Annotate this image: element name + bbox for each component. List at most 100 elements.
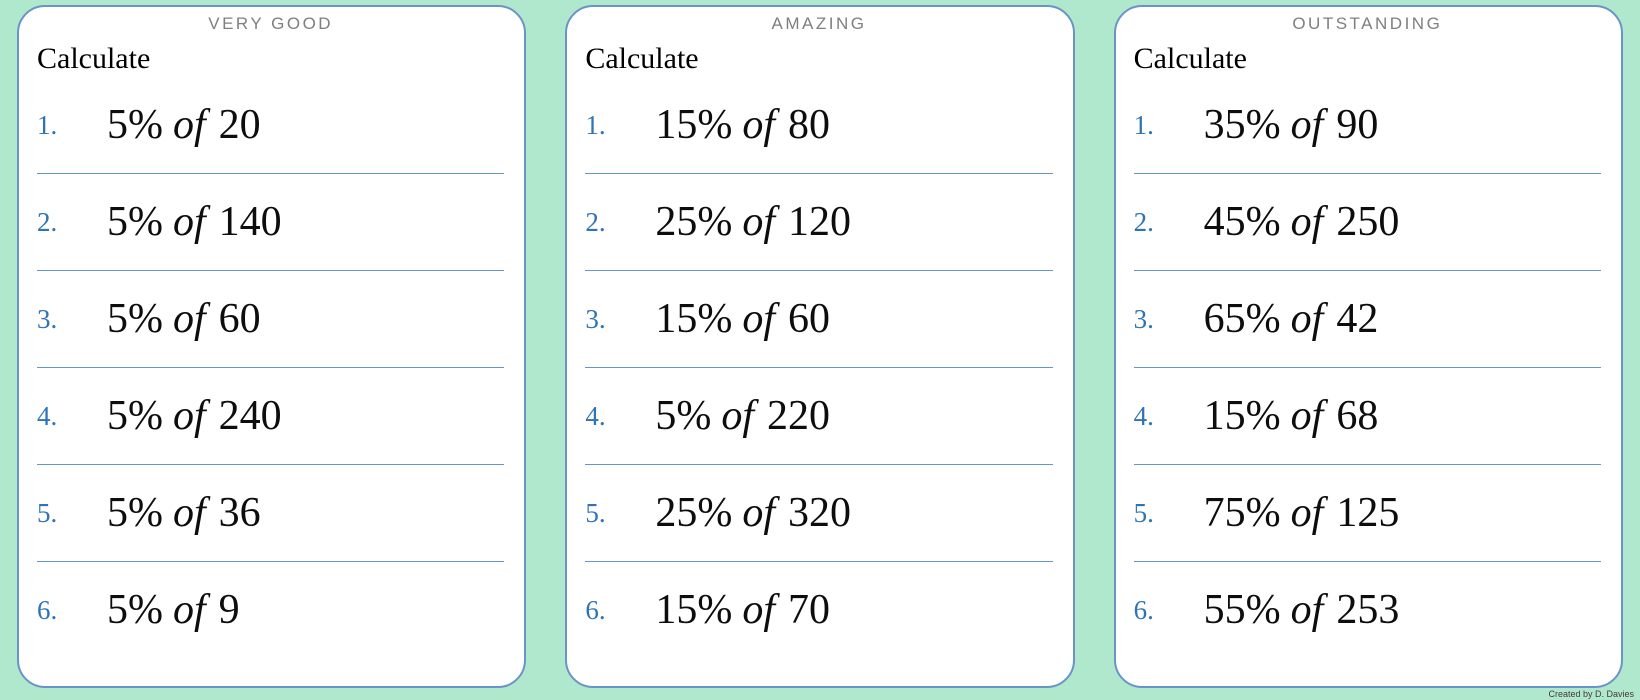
operand-value: 80: [788, 102, 830, 148]
problem-number: 5.: [1133, 497, 1154, 528]
of-word: of: [742, 296, 775, 342]
card-very-good: VERY GOOD Calculate 1. 5% of 20 2. 5% of 140…: [17, 5, 527, 688]
card-title: AMAZING: [771, 14, 867, 33]
percent-value: 35%: [1203, 102, 1281, 148]
operand-value: 70: [788, 587, 830, 633]
percent-value: 25%: [655, 199, 733, 245]
problem-expression: 5% of 36: [107, 489, 261, 537]
problem-row: 4. 5% of 240: [37, 368, 505, 465]
credit-text: Created by D. Davies: [1548, 689, 1634, 699]
problem-expression: 15% of 60: [655, 295, 830, 343]
operand-value: 36: [218, 490, 261, 536]
of-word: of: [1290, 102, 1324, 148]
operand-value: 240: [218, 393, 282, 439]
of-word: of: [742, 102, 775, 148]
percent-value: 5%: [107, 393, 163, 439]
percent-value: 5%: [107, 490, 163, 536]
operand-value: 253: [1336, 587, 1400, 633]
problem-row: 1. 5% of 20: [37, 77, 505, 174]
percent-value: 15%: [1203, 393, 1281, 439]
problem-list: 1. 35% of 90 2. 45% of 250 3. 65% of 42 4. 15%…: [1133, 77, 1601, 658]
problem-expression: 5% of 240: [107, 392, 282, 440]
problem-row: 2. 45% of 250: [1133, 174, 1601, 271]
operand-value: 60: [218, 296, 261, 342]
percent-value: 45%: [1203, 199, 1281, 245]
problem-expression: 5% of 20: [107, 101, 261, 149]
operand-value: 42: [1336, 296, 1379, 342]
card-heading: Calculate: [37, 42, 151, 75]
of-word: of: [742, 199, 775, 245]
problem-expression: 5% of 220: [655, 392, 830, 440]
problem-number: 2.: [1133, 206, 1154, 237]
of-word: of: [721, 393, 754, 439]
problem-number: 4.: [1133, 400, 1154, 431]
problem-row: 6. 55% of 253: [1134, 562, 1601, 658]
percent-value: 5%: [107, 296, 163, 342]
card-title: OUTSTANDING: [1292, 14, 1443, 33]
percent-value: 5%: [655, 393, 712, 439]
of-word: of: [1290, 296, 1324, 342]
of-word: of: [173, 296, 206, 342]
problem-number: 1.: [585, 109, 606, 140]
operand-value: 9: [218, 587, 240, 633]
of-word: of: [173, 587, 206, 633]
problem-expression: 55% of 253: [1204, 586, 1400, 634]
of-word: of: [173, 393, 206, 439]
problem-row: 1. 15% of 80: [585, 77, 1053, 174]
percent-value: 15%: [655, 587, 733, 633]
problem-number: 5.: [585, 497, 606, 528]
problem-list: 1. 5% of 20 2. 5% of 140 3. 5% of 60 4. 5% of 24…: [37, 77, 505, 658]
percent-value: 25%: [655, 490, 733, 536]
problem-row: 1. 35% of 90: [1133, 77, 1601, 174]
problem-expression: 15% of 80: [655, 101, 830, 149]
problem-expression: 25% of 320: [655, 489, 851, 537]
problem-row: 3. 15% of 60: [585, 271, 1053, 368]
of-word: of: [742, 490, 775, 536]
operand-value: 220: [767, 393, 830, 439]
problem-row: 5. 75% of 125: [1133, 465, 1601, 562]
problem-number: 3.: [585, 303, 606, 334]
card-heading: Calculate: [1133, 42, 1247, 75]
problem-expression: 15% of 68: [1204, 392, 1379, 440]
problem-row: 3. 5% of 60: [37, 271, 505, 368]
operand-value: 320: [788, 490, 851, 536]
problem-expression: 25% of 120: [655, 198, 851, 246]
problem-number: 6.: [37, 594, 58, 625]
operand-value: 250: [1336, 199, 1400, 245]
of-word: of: [173, 490, 206, 536]
problem-expression: 35% of 90: [1204, 101, 1379, 149]
problem-row: 5. 5% of 36: [37, 465, 505, 562]
problem-number: 3.: [37, 303, 58, 334]
operand-value: 125: [1336, 490, 1400, 536]
percent-value: 5%: [107, 199, 163, 245]
percent-value: 15%: [655, 102, 733, 148]
problem-expression: 5% of 140: [107, 198, 282, 246]
operand-value: 20: [218, 102, 261, 148]
problem-expression: 5% of 60: [107, 295, 261, 343]
problem-number: 6.: [1133, 594, 1154, 625]
card-title: VERY GOOD: [208, 14, 334, 33]
problem-number: 2.: [37, 206, 58, 237]
problem-number: 3.: [1133, 303, 1154, 334]
percent-value: 65%: [1203, 296, 1281, 342]
of-word: of: [1290, 587, 1324, 633]
of-word: of: [173, 199, 206, 245]
card-amazing: AMAZING Calculate 1. 15% of 80 2. 25% of 120…: [565, 5, 1075, 688]
percent-value: 5%: [107, 102, 163, 148]
problem-row: 2. 25% of 120: [585, 174, 1053, 271]
problem-number: 5.: [37, 497, 58, 528]
problem-number: 4.: [585, 400, 606, 431]
problem-expression: 15% of 70: [655, 586, 830, 634]
problem-expression: 65% of 42: [1204, 295, 1379, 343]
percent-value: 75%: [1203, 490, 1281, 536]
problem-number: 1.: [37, 109, 58, 140]
problem-number: 4.: [37, 400, 58, 431]
operand-value: 90: [1336, 102, 1379, 148]
problem-list: 1. 15% of 80 2. 25% of 120 3. 15% of 60 4. 5% o…: [585, 77, 1053, 658]
problem-expression: 75% of 125: [1204, 489, 1400, 537]
problem-row: 5. 25% of 320: [585, 465, 1053, 562]
percent-value: 5%: [107, 587, 163, 633]
problem-row: 3. 65% of 42: [1133, 271, 1601, 368]
problem-number: 6.: [585, 594, 606, 625]
